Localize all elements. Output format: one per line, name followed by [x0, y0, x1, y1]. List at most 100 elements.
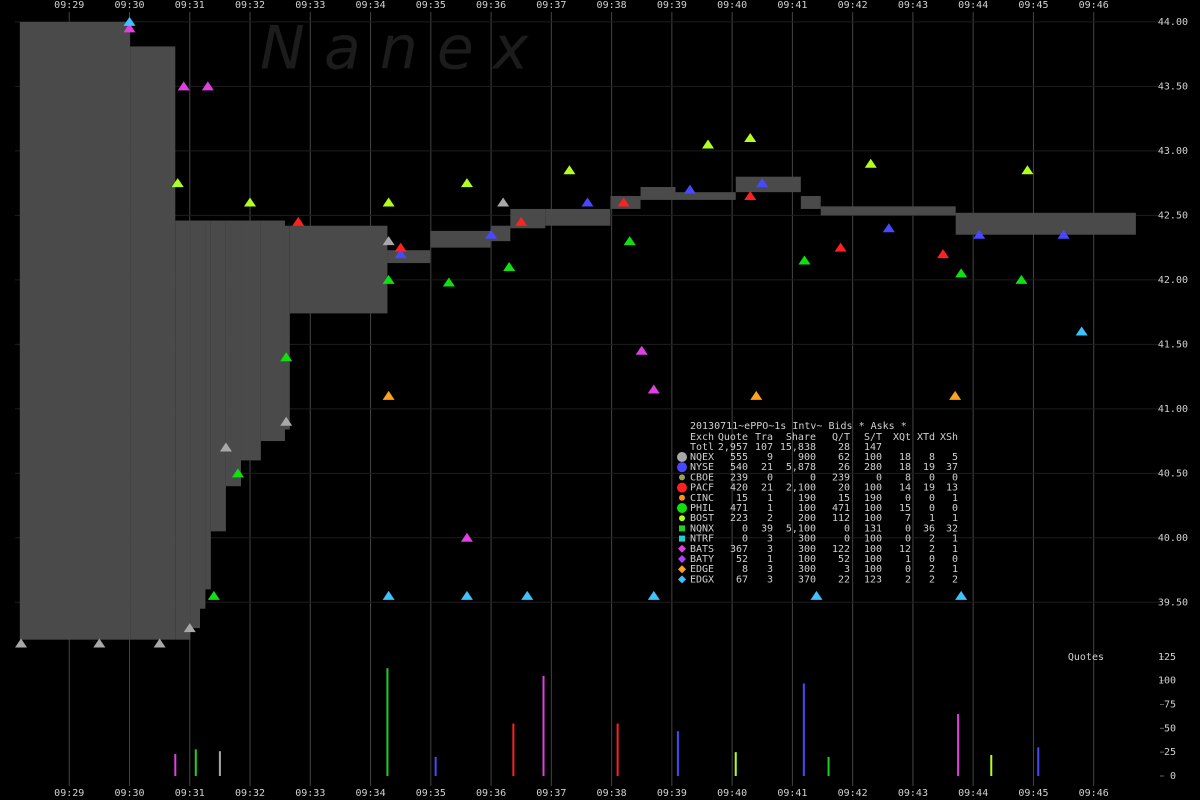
legend-label: BATS: [690, 544, 714, 555]
x-tick-label: 09:38: [597, 788, 627, 799]
bar: [434, 756, 437, 776]
y-tick-label: 25: [1164, 747, 1176, 758]
table-header: Tra: [755, 432, 773, 443]
legend-label: NTRF: [690, 534, 714, 545]
nbbo-spread: [289, 225, 388, 314]
y-tick-label: 41.00: [1158, 404, 1188, 415]
table-cell: 21: [761, 483, 773, 494]
table-cell: 3: [767, 534, 773, 545]
nbbo-spread: [675, 192, 736, 200]
table-cell: 190: [864, 493, 882, 504]
table-cell: 3: [844, 564, 850, 575]
quote-marker: [1075, 326, 1088, 336]
x-tick-label: 09:46: [1079, 788, 1109, 799]
table-header: Exch: [690, 432, 714, 443]
legend-marker: [677, 462, 687, 473]
table-cell: 1: [952, 534, 958, 545]
table-total: Totl: [690, 442, 714, 453]
table-cell: 471: [832, 503, 850, 514]
table-cell: 3: [767, 574, 773, 585]
table-cell: 900: [798, 452, 816, 463]
table-cell: 52: [736, 554, 748, 565]
table-total: 2,957: [718, 442, 748, 453]
table-header: Q/T: [832, 432, 850, 443]
quote-marker: [15, 638, 28, 648]
x-tick-label: 09:40: [717, 788, 747, 799]
nbbo-spread: [130, 46, 176, 640]
x-tick-label: 09:34: [355, 0, 385, 11]
table-header: XTd: [917, 432, 935, 443]
y-tick-label: 42.50: [1158, 210, 1188, 221]
table-cell: 0: [742, 534, 748, 545]
quote-marker: [292, 216, 305, 226]
nbbo-spread: [387, 250, 431, 264]
table-cell: 39: [761, 523, 773, 534]
nbbo-spread: [545, 208, 611, 226]
y-tick-label: 40.50: [1158, 468, 1188, 479]
legend-marker: [679, 535, 685, 542]
table-cell: 100: [798, 554, 816, 565]
quote-marker: [1021, 165, 1034, 175]
quote-marker: [244, 197, 257, 207]
bar: [542, 675, 545, 776]
x-tick-label: 09:41: [777, 788, 807, 799]
quote-marker: [171, 178, 184, 188]
legend-label: BATY: [690, 554, 714, 565]
table-cell: 300: [798, 564, 816, 575]
bar: [1037, 747, 1040, 776]
nbbo-spread: [200, 220, 206, 609]
table-cell: 0: [876, 472, 882, 483]
y-tick-label: 50: [1164, 723, 1176, 734]
quote-marker: [683, 184, 696, 194]
table-cell: 2: [929, 564, 935, 575]
quote-marker: [485, 229, 498, 239]
table-cell: 540: [730, 462, 748, 473]
x-tick-label: 09:41: [777, 0, 807, 11]
legend-label: PACF: [690, 483, 714, 494]
table-cell: 300: [798, 534, 816, 545]
quote-marker: [382, 236, 395, 246]
quote-marker: [882, 223, 895, 233]
table-cell: 555: [730, 452, 748, 463]
table-cell: 0: [742, 523, 748, 534]
nbbo-spread: [955, 212, 1136, 235]
quote-marker: [382, 274, 395, 284]
quote-marker: [460, 590, 473, 600]
legend-label: NQEX: [690, 452, 714, 463]
nbbo-spread: [640, 187, 676, 200]
nbbo-spread: [210, 220, 226, 532]
quote-marker: [497, 197, 510, 207]
quote-marker: [201, 81, 214, 91]
nbbo-spread: [19, 21, 131, 640]
table-cell: 9: [767, 452, 773, 463]
table-cell: 0: [952, 554, 958, 565]
table-cell: 223: [730, 513, 748, 524]
table-total: 147: [864, 442, 882, 453]
x-tick-label: 09:36: [476, 0, 506, 11]
table-cell: 8: [905, 472, 911, 483]
x-tick-label: 09:30: [114, 788, 144, 799]
table-cell: 1: [952, 513, 958, 524]
legend-label: CBOE: [690, 472, 714, 483]
table-header: XSh: [940, 432, 958, 443]
bar: [802, 683, 805, 776]
bar: [194, 749, 197, 776]
table-cell: 1: [952, 493, 958, 504]
table-cell: 22: [838, 574, 850, 585]
table-cell: 122: [832, 544, 850, 555]
table-cell: 19: [923, 462, 935, 473]
table-cell: 21: [761, 462, 773, 473]
quote-marker: [955, 268, 968, 278]
y-tick-label: 100: [1158, 676, 1176, 687]
table-cell: 0: [905, 534, 911, 545]
quote-marker: [744, 191, 757, 201]
y-tick-label: 39.50: [1158, 597, 1188, 608]
x-tick-label: 09:32: [235, 788, 265, 799]
nbbo-spread: [430, 230, 491, 248]
quote-marker: [617, 197, 630, 207]
x-tick-label: 09:37: [536, 788, 566, 799]
quote-marker: [581, 197, 594, 207]
legend-marker: [679, 474, 685, 481]
table-cell: 2: [929, 534, 935, 545]
